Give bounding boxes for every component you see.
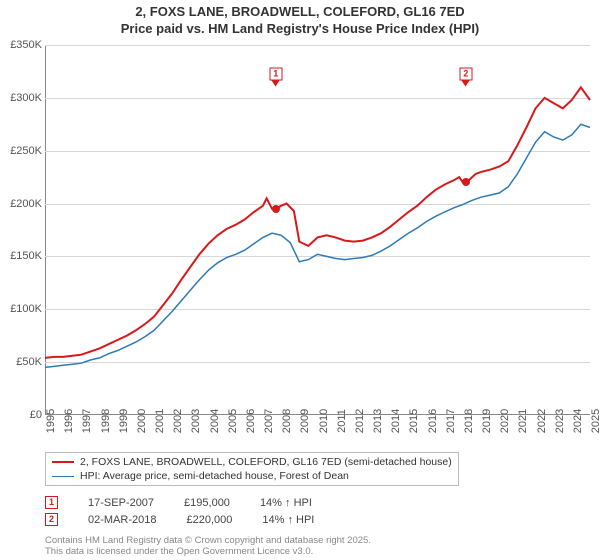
title-line1: 2, FOXS LANE, BROADWELL, COLEFORD, GL16 …	[0, 4, 600, 21]
event-marker-1: 1	[269, 67, 282, 86]
legend-label-hpi: HPI: Average price, semi-detached house,…	[80, 470, 349, 482]
point-price-1: £195,000	[184, 497, 230, 509]
chart-container: 2, FOXS LANE, BROADWELL, COLEFORD, GL16 …	[0, 0, 600, 560]
points-table: 1 17-SEP-2007 £195,000 14% ↑ HPI 2 02-MA…	[45, 494, 314, 528]
table-row: 1 17-SEP-2007 £195,000 14% ↑ HPI	[45, 494, 314, 511]
point-price-2: £220,000	[186, 514, 232, 526]
x-tick-label: 2025	[590, 409, 600, 433]
event-dot-1	[272, 205, 280, 213]
y-tick-label: £250K	[10, 145, 42, 157]
point-delta-1: 14% ↑ HPI	[260, 497, 312, 509]
y-tick-label: £150K	[10, 250, 42, 262]
point-date-1: 17-SEP-2007	[88, 497, 154, 509]
event-marker-2: 2	[459, 67, 472, 86]
point-delta-2: 14% ↑ HPI	[262, 514, 314, 526]
y-tick-label: £100K	[10, 303, 42, 315]
title-line2: Price paid vs. HM Land Registry's House …	[0, 21, 600, 38]
footer-line2: This data is licensed under the Open Gov…	[45, 547, 371, 558]
legend-swatch-hpi	[52, 476, 74, 477]
point-marker-1: 1	[45, 496, 58, 509]
plot-area: £0£50K£100K£150K£200K£250K£300K£350K 199…	[45, 45, 590, 415]
legend-item-price: 2, FOXS LANE, BROADWELL, COLEFORD, GL16 …	[52, 455, 452, 469]
legend-swatch-price	[52, 461, 74, 463]
legend-label-price: 2, FOXS LANE, BROADWELL, COLEFORD, GL16 …	[80, 456, 452, 468]
point-marker-2: 2	[45, 513, 58, 526]
y-tick-label: £50K	[16, 356, 42, 368]
table-row: 2 02-MAR-2018 £220,000 14% ↑ HPI	[45, 511, 314, 528]
y-tick-label: £350K	[10, 39, 42, 51]
y-tick-label: £300K	[10, 92, 42, 104]
footer-attribution: Contains HM Land Registry data © Crown c…	[45, 536, 371, 558]
event-dot-2	[462, 178, 470, 186]
y-tick-label: £200K	[10, 198, 42, 210]
legend-box: 2, FOXS LANE, BROADWELL, COLEFORD, GL16 …	[45, 452, 459, 486]
y-tick-label: £0	[30, 409, 42, 421]
legend-item-hpi: HPI: Average price, semi-detached house,…	[52, 469, 452, 483]
point-date-2: 02-MAR-2018	[88, 514, 156, 526]
lines-svg	[45, 45, 590, 415]
chart-title: 2, FOXS LANE, BROADWELL, COLEFORD, GL16 …	[0, 0, 600, 38]
series-line-price_paid	[45, 87, 590, 358]
